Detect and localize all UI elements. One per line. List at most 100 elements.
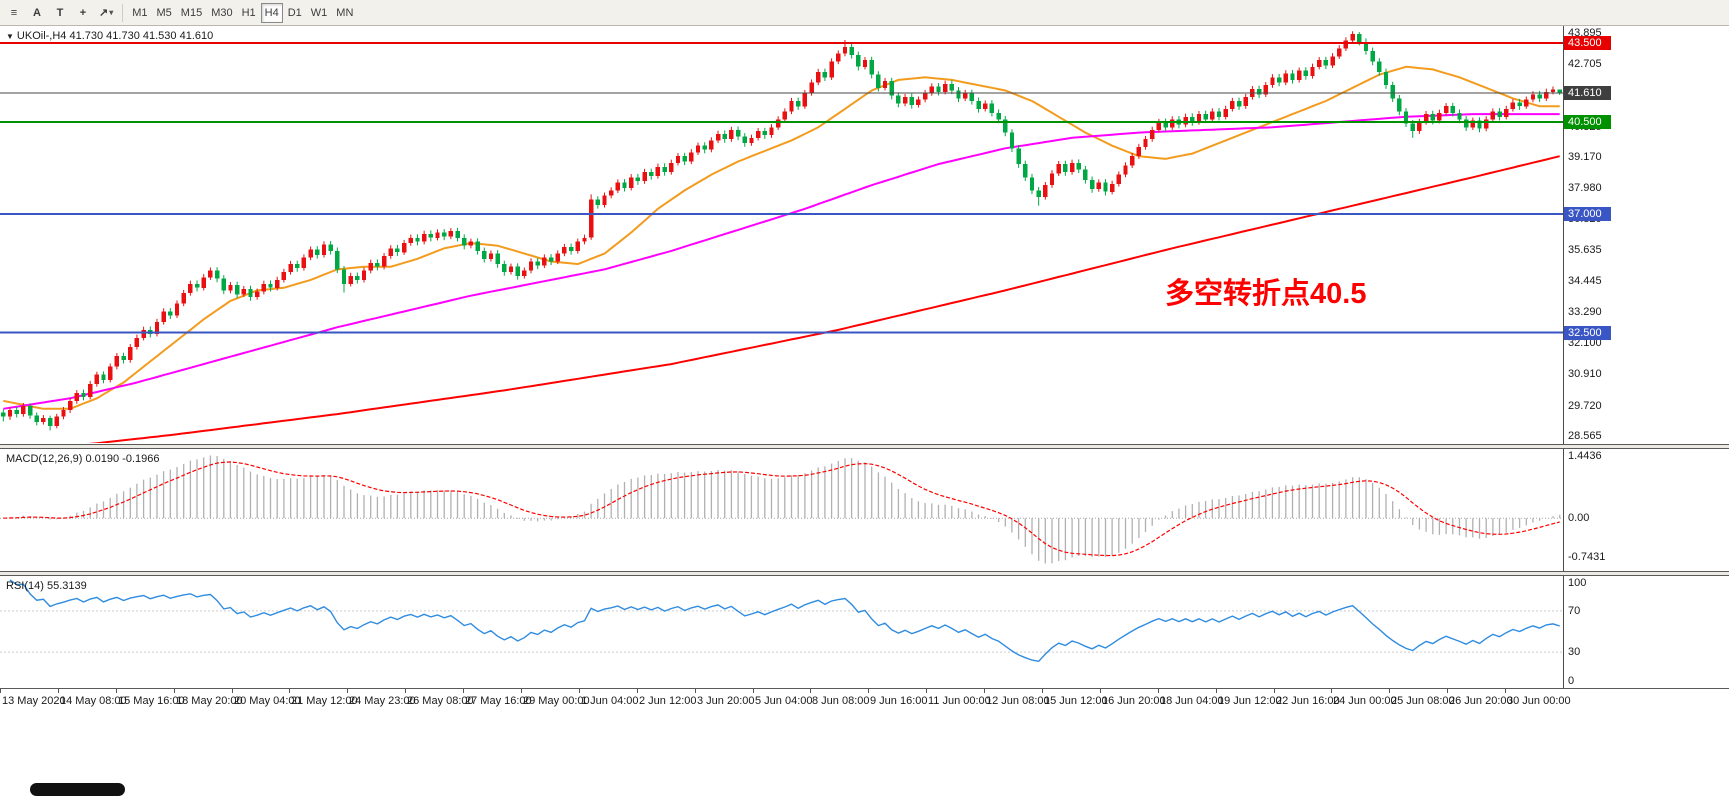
- time-axis-tick: [347, 689, 348, 693]
- candle-body: [929, 86, 934, 94]
- candle-body: [976, 101, 981, 109]
- candle-body: [902, 97, 908, 104]
- candle-body: [595, 199, 600, 205]
- candle-body: [395, 248, 400, 253]
- candle-body: [1136, 147, 1142, 157]
- price-chart[interactable]: [0, 26, 1563, 443]
- time-axis-tick: [810, 689, 811, 693]
- candle-body: [1470, 120, 1475, 128]
- time-axis-tick: [637, 689, 638, 693]
- candle-body: [515, 266, 520, 276]
- candle-body: [381, 256, 387, 267]
- candle-body: [101, 374, 106, 380]
- candle-body: [208, 270, 213, 278]
- rsi-chart[interactable]: [0, 576, 1563, 687]
- candle-body: [729, 129, 734, 140]
- candle-body: [1343, 40, 1349, 49]
- candle-body: [682, 156, 687, 162]
- candle-body: [829, 61, 834, 78]
- candle-body: [41, 418, 46, 422]
- candle-body: [749, 137, 754, 144]
- candle-body: [315, 249, 320, 255]
- timeframe-buttons: M1 M5 M15 M30 H1 H4 D1 W1 MN: [128, 2, 357, 23]
- price-axis-label: 37.980: [1568, 182, 1602, 194]
- timeframe-m30[interactable]: M30: [211, 6, 233, 19]
- candle-body: [1477, 120, 1482, 129]
- timeframe-m15[interactable]: M15: [180, 6, 203, 19]
- time-axis-tick: [579, 689, 580, 693]
- candle-body: [956, 90, 961, 99]
- time-axis-label: 24 Jun 00:00: [1333, 695, 1397, 707]
- candle-body: [1544, 91, 1549, 99]
- macd-axis-label: 0.00: [1568, 512, 1590, 524]
- candle-body: [114, 356, 120, 367]
- candle-body: [969, 93, 975, 101]
- candle-body: [1089, 179, 1095, 190]
- candle-body: [288, 264, 293, 272]
- candle-body: [181, 293, 186, 304]
- candle-body: [1069, 162, 1075, 172]
- symbol-ohlc-text: UKOil-,H4 41.730 41.730 41.530 41.610: [16, 30, 214, 42]
- candle-body: [268, 283, 273, 288]
- timeframe-d1[interactable]: D1: [287, 6, 302, 19]
- candle-body: [1083, 169, 1088, 180]
- candle-body: [1443, 106, 1449, 113]
- candle-body: [422, 233, 427, 242]
- panel-splitter[interactable]: [0, 444, 1729, 449]
- candle-body: [1183, 116, 1188, 125]
- mid-ma-line: [3, 113, 1560, 410]
- time-axis-tick: [753, 689, 754, 693]
- time-axis-tick: [1505, 689, 1506, 693]
- time-axis-label: 1 Jun 04:00: [581, 695, 639, 707]
- candle-body: [568, 247, 574, 251]
- timeframe-h1[interactable]: H1: [241, 6, 256, 19]
- timeframe-h4[interactable]: H4: [260, 2, 283, 23]
- candle-body: [1323, 60, 1329, 66]
- collapse-icon[interactable]: ▼: [6, 32, 14, 41]
- crosshair-tool[interactable]: +: [79, 6, 87, 19]
- candle-body: [321, 244, 327, 255]
- chart-annotation: 多空转折点40.5: [1165, 278, 1367, 310]
- candle-body: [335, 250, 340, 270]
- timeframe-m5[interactable]: M5: [156, 6, 172, 19]
- candle-body: [108, 366, 113, 380]
- price-axis-label: 42.705: [1568, 58, 1602, 70]
- candle-body: [548, 257, 554, 262]
- panel-splitter[interactable]: [0, 571, 1729, 576]
- price-axis-label: 28.565: [1568, 430, 1602, 442]
- candle-body: [575, 241, 580, 251]
- timeframe-mn[interactable]: MN: [336, 6, 354, 19]
- time-axis-label: 30 Jun 00:00: [1507, 695, 1571, 707]
- candle-body: [468, 241, 474, 246]
- candle-body: [1009, 132, 1015, 149]
- candle-body: [555, 253, 560, 262]
- candle-body: [1063, 164, 1068, 172]
- candle-body: [809, 82, 814, 94]
- charts-list-icon[interactable]: ≡: [10, 6, 18, 19]
- time-axis-tick: [695, 689, 696, 693]
- symbol-ohlc-header: ▼ UKOil-,H4 41.730 41.730 41.530 41.610: [6, 30, 213, 42]
- candle-body: [742, 136, 747, 144]
- candle-body: [789, 101, 794, 112]
- candle-body: [168, 311, 173, 316]
- candle-body: [1003, 119, 1008, 133]
- candle-body: [248, 289, 253, 297]
- time-axis-tick: [1331, 689, 1332, 693]
- bottom-scrollbar-thumb[interactable]: [30, 783, 125, 796]
- macd-chart[interactable]: [0, 449, 1563, 570]
- candle-body: [1397, 98, 1402, 112]
- candle-body: [1310, 66, 1315, 76]
- draw-arrow-tool[interactable]: ↗ ▾: [99, 7, 114, 19]
- timeframe-m1[interactable]: M1: [132, 6, 148, 19]
- fast-ma-line: [3, 65, 1560, 410]
- candle-body: [88, 383, 93, 397]
- candle-body: [221, 278, 226, 291]
- timeframe-w1[interactable]: W1: [310, 6, 328, 19]
- cursor-tool[interactable]: A: [33, 6, 41, 19]
- candle-body: [1537, 94, 1542, 99]
- text-tool[interactable]: T: [56, 6, 64, 19]
- candle-body: [408, 237, 413, 244]
- time-axis-tick: [289, 689, 290, 693]
- candle-body: [462, 237, 467, 246]
- candle-body: [134, 337, 140, 347]
